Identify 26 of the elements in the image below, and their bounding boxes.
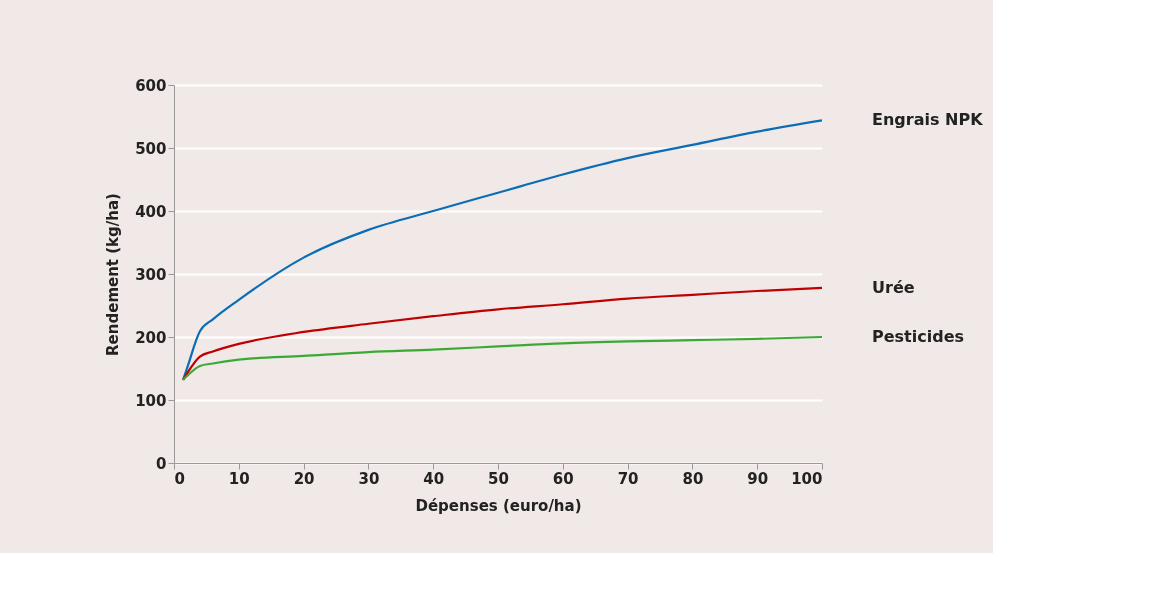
x-tick-label: 50 <box>488 469 509 488</box>
x-tick-label: 100 <box>791 469 823 488</box>
x-tick-label: 20 <box>293 469 315 488</box>
x-tick-label: 60 <box>552 469 574 488</box>
text: Engrais NPK <box>872 110 984 130</box>
line-series <box>181 286 822 381</box>
y-axis-title: Rendement (kg/ha) <box>104 193 123 356</box>
y-tick-label: 300 <box>135 265 167 284</box>
x-tick-label: 90 <box>747 469 769 488</box>
x-tick-label: 10 <box>228 469 250 488</box>
y-tick-label: 500 <box>135 139 167 158</box>
y-tick-label: 0 <box>156 454 167 473</box>
x-tick-label: 0 <box>174 469 185 488</box>
y-tick-label: 400 <box>135 202 167 221</box>
x-axis-title: Dépenses (euro/ha) <box>415 496 582 515</box>
x-tick-label: 70 <box>617 469 639 488</box>
x-tick-label: 40 <box>423 469 445 488</box>
text: Urée <box>872 277 915 297</box>
line-series <box>181 119 822 381</box>
y-tick-label: 600 <box>135 76 167 95</box>
x-tick-label: 80 <box>682 469 704 488</box>
line-series <box>181 335 822 381</box>
y-tick-label: 100 <box>135 391 167 410</box>
text: Pesticides <box>872 327 965 346</box>
y-tick-label: 200 <box>135 328 167 347</box>
x-tick-label: 30 <box>358 469 380 488</box>
